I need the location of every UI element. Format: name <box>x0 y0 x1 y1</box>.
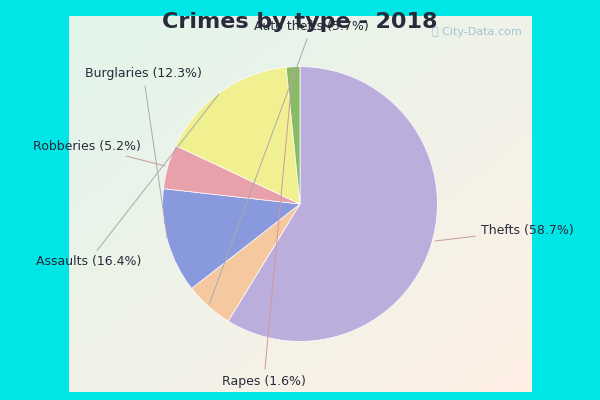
Wedge shape <box>286 67 300 204</box>
Text: Thefts (58.7%): Thefts (58.7%) <box>435 224 574 241</box>
Text: Rapes (1.6%): Rapes (1.6%) <box>222 70 306 388</box>
Text: Crimes by type - 2018: Crimes by type - 2018 <box>162 12 438 32</box>
Wedge shape <box>176 67 300 204</box>
Text: Robberies (5.2%): Robberies (5.2%) <box>33 140 165 166</box>
Text: Burglaries (12.3%): Burglaries (12.3%) <box>85 67 202 238</box>
Text: Assaults (16.4%): Assaults (16.4%) <box>35 94 219 268</box>
Wedge shape <box>163 189 300 288</box>
Wedge shape <box>191 204 300 321</box>
Text: ⓘ City-Data.com: ⓘ City-Data.com <box>433 27 522 37</box>
Text: Auto thefts (5.7%): Auto thefts (5.7%) <box>209 20 369 304</box>
Wedge shape <box>228 67 437 341</box>
Wedge shape <box>163 146 300 204</box>
